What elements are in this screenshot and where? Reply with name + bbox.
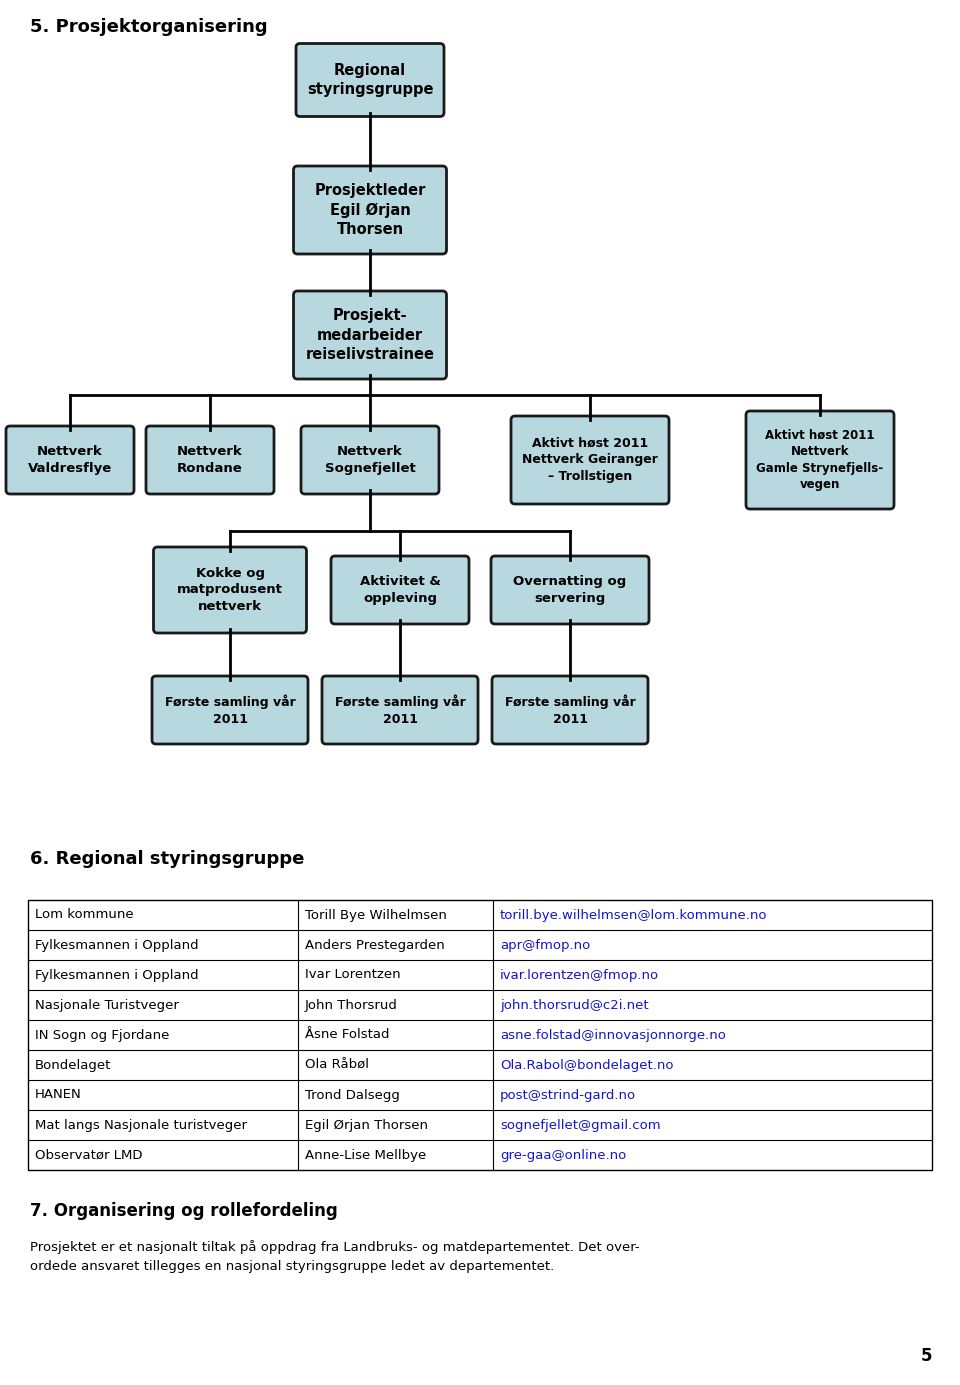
Text: Anne-Lise Mellbye: Anne-Lise Mellbye: [305, 1148, 426, 1162]
Text: post@strind-gard.no: post@strind-gard.no: [500, 1089, 636, 1101]
Text: asne.folstad@innovasjonnorge.no: asne.folstad@innovasjonnorge.no: [500, 1029, 726, 1042]
Text: 6. Regional styringsgruppe: 6. Regional styringsgruppe: [30, 850, 304, 868]
Text: Prosjektleder
Egil Ørjan
Thorsen: Prosjektleder Egil Ørjan Thorsen: [314, 183, 425, 237]
Text: Regional
styringsgruppe: Regional styringsgruppe: [307, 62, 433, 97]
FancyBboxPatch shape: [511, 416, 669, 504]
Text: Observatør LMD: Observatør LMD: [35, 1148, 142, 1162]
Text: apr@fmop.no: apr@fmop.no: [500, 939, 590, 951]
Text: Ola.Rabol@bondelaget.no: Ola.Rabol@bondelaget.no: [500, 1058, 674, 1072]
Text: Første samling vår
2011: Første samling vår 2011: [164, 694, 296, 726]
Text: Nettverk
Valdresflye: Nettverk Valdresflye: [28, 445, 112, 475]
Text: Åsne Folstad: Åsne Folstad: [305, 1029, 390, 1042]
Text: ivar.lorentzen@fmop.no: ivar.lorentzen@fmop.no: [500, 968, 660, 982]
Text: Aktivt høst 2011
Nettverk
Gamle Strynefjells-
vegen: Aktivt høst 2011 Nettverk Gamle Strynefj…: [756, 429, 883, 492]
Text: Nettverk
Sognefjellet: Nettverk Sognefjellet: [324, 445, 416, 475]
Text: Mat langs Nasjonale turistveger: Mat langs Nasjonale turistveger: [35, 1119, 247, 1132]
Text: Første samling vår
2011: Første samling vår 2011: [335, 694, 466, 726]
Text: Ivar Lorentzen: Ivar Lorentzen: [305, 968, 400, 982]
Text: torill.bye.wilhelmsen@lom.kommune.no: torill.bye.wilhelmsen@lom.kommune.no: [500, 909, 767, 921]
Text: Aktivt høst 2011
Nettverk Geiranger
– Trollstigen: Aktivt høst 2011 Nettverk Geiranger – Tr…: [522, 438, 658, 483]
Text: Egil Ørjan Thorsen: Egil Ørjan Thorsen: [305, 1119, 428, 1132]
Text: Aktivitet &
oppleving: Aktivitet & oppleving: [360, 575, 441, 605]
Text: 5: 5: [921, 1348, 932, 1366]
Text: john.thorsrud@c2i.net: john.thorsrud@c2i.net: [500, 999, 649, 1011]
Bar: [28, 900, 932, 1170]
Text: Fylkesmannen i Oppland: Fylkesmannen i Oppland: [35, 968, 199, 982]
FancyBboxPatch shape: [146, 427, 274, 494]
FancyBboxPatch shape: [152, 676, 308, 744]
FancyBboxPatch shape: [322, 676, 478, 744]
Text: 7. Organisering og rollefordeling: 7. Organisering og rollefordeling: [30, 1202, 338, 1220]
Text: Bondelaget: Bondelaget: [35, 1058, 111, 1072]
Text: sognefjellet@gmail.com: sognefjellet@gmail.com: [500, 1119, 660, 1132]
FancyBboxPatch shape: [331, 555, 469, 625]
Text: Nasjonale Turistveger: Nasjonale Turistveger: [35, 999, 179, 1011]
Text: John Thorsrud: John Thorsrud: [305, 999, 397, 1011]
FancyBboxPatch shape: [492, 676, 648, 744]
FancyBboxPatch shape: [491, 555, 649, 625]
Text: Prosjektet er et nasjonalt tiltak på oppdrag fra Landbruks- og matdepartementet.: Prosjektet er et nasjonalt tiltak på opp…: [30, 1240, 639, 1273]
FancyBboxPatch shape: [294, 166, 446, 253]
Text: Prosjekt-
medarbeider
reiselivstrainee: Prosjekt- medarbeider reiselivstrainee: [305, 309, 435, 361]
FancyBboxPatch shape: [296, 43, 444, 116]
Text: IN Sogn og Fjordane: IN Sogn og Fjordane: [35, 1029, 169, 1042]
Text: gre-gaa@online.no: gre-gaa@online.no: [500, 1148, 626, 1162]
Text: Kokke og
matprodusent
nettverk: Kokke og matprodusent nettverk: [177, 566, 283, 614]
Text: Fylkesmannen i Oppland: Fylkesmannen i Oppland: [35, 939, 199, 951]
Text: 5. Prosjektorganisering: 5. Prosjektorganisering: [30, 18, 268, 36]
Text: Nettverk
Rondane: Nettverk Rondane: [178, 445, 243, 475]
Text: Første samling vår
2011: Første samling vår 2011: [505, 694, 636, 726]
Text: Torill Bye Wilhelmsen: Torill Bye Wilhelmsen: [305, 909, 446, 921]
Text: Anders Prestegarden: Anders Prestegarden: [305, 939, 444, 951]
FancyBboxPatch shape: [154, 547, 306, 633]
Text: Lom kommune: Lom kommune: [35, 909, 133, 921]
FancyBboxPatch shape: [301, 427, 439, 494]
FancyBboxPatch shape: [746, 411, 894, 510]
Text: Ola Råbøl: Ola Råbøl: [305, 1058, 369, 1072]
Text: HANEN: HANEN: [35, 1089, 82, 1101]
Text: Trond Dalsegg: Trond Dalsegg: [305, 1089, 400, 1101]
Text: Overnatting og
servering: Overnatting og servering: [514, 575, 627, 605]
FancyBboxPatch shape: [294, 291, 446, 379]
FancyBboxPatch shape: [6, 427, 134, 494]
